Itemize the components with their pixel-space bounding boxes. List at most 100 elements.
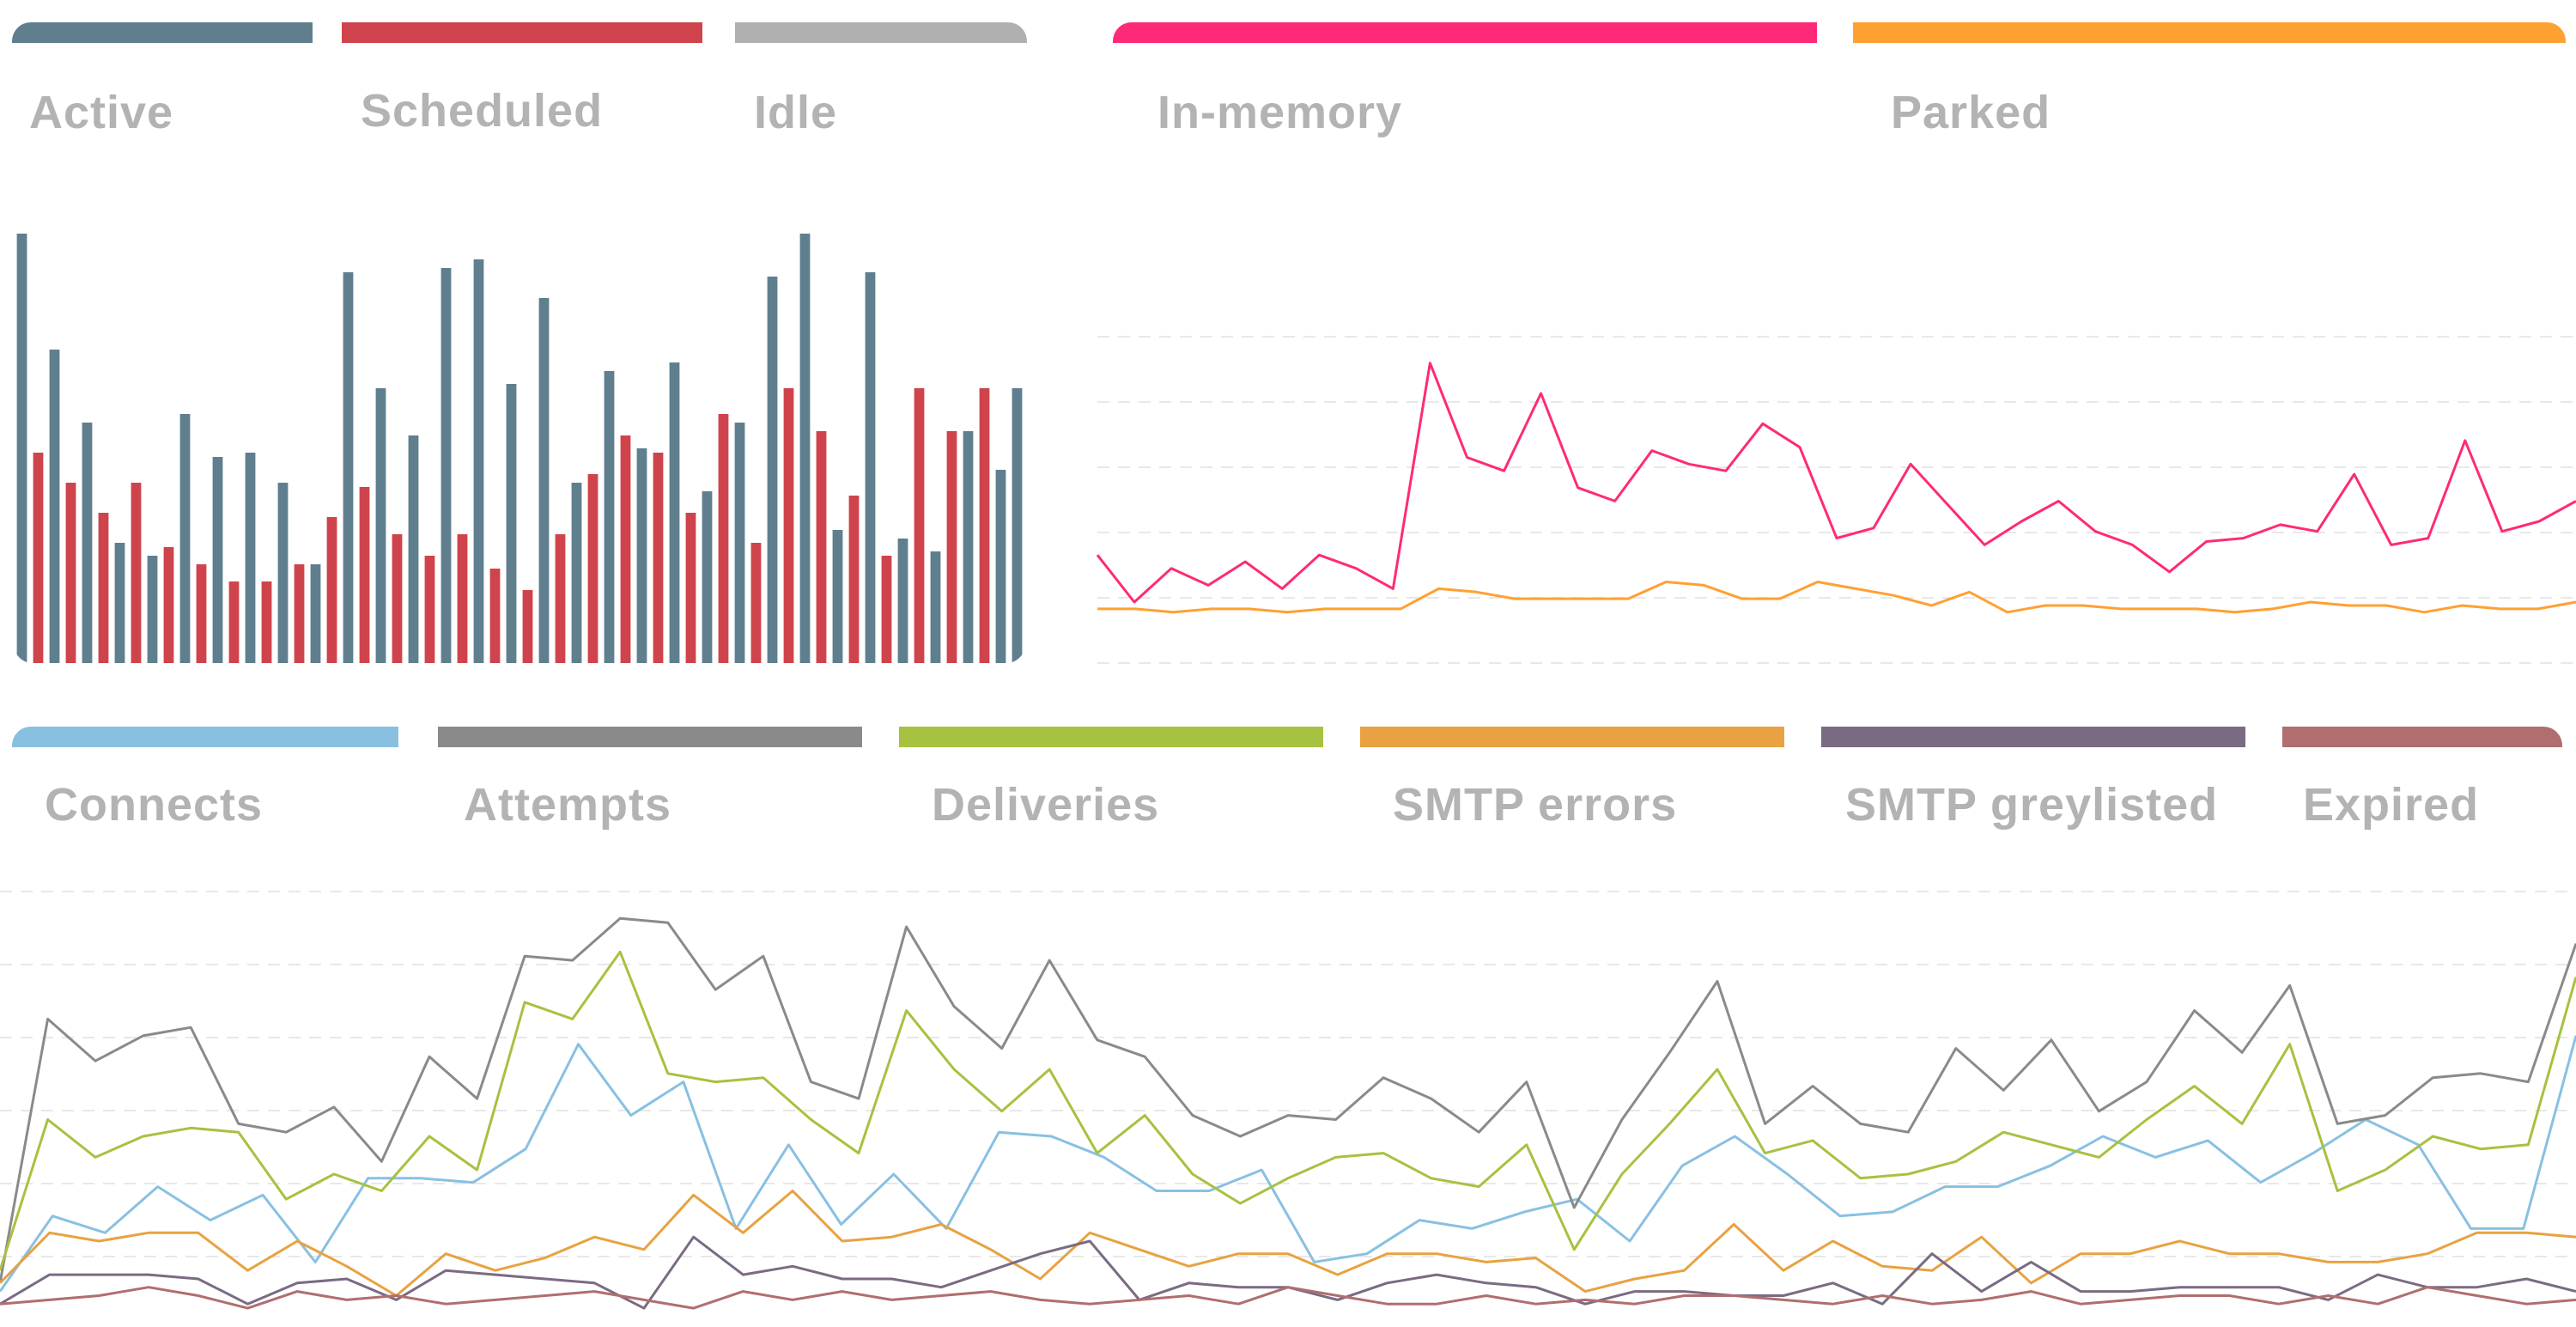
memory-chart-panel: In-memory Parked — [1091, 0, 2576, 687]
scheduled-bar-33 — [555, 534, 566, 663]
scheduled-bar-3 — [65, 483, 76, 663]
legend-scheduled[interactable]: Scheduled — [342, 0, 702, 137]
active-bar-40 — [669, 362, 680, 663]
legend-swatch-smtp-errors — [1360, 727, 1784, 747]
smtp-chart-panel: Connects Attempts Deliveries SMTP errors… — [0, 704, 2576, 1327]
legend-label-in-memory: In-memory — [1157, 87, 1403, 138]
legend-attempts[interactable]: Attempts — [438, 704, 862, 831]
active-bar-50 — [832, 530, 843, 663]
legend-swatch-deliveries — [899, 727, 1323, 747]
series-line-expired — [0, 1286, 2576, 1310]
legend-swatch-active — [12, 22, 313, 43]
active-bar-8 — [147, 556, 158, 663]
series-line-parked — [1097, 581, 2576, 614]
scheduled-bar-47 — [783, 388, 794, 663]
scheduled-bar-29 — [489, 569, 501, 663]
active-bar-0 — [16, 234, 27, 663]
active-bar-34 — [571, 483, 582, 663]
scheduled-bar-59 — [979, 388, 990, 663]
scheduled-bar-19 — [326, 517, 337, 663]
memory-line-chart — [1096, 336, 2576, 664]
legend-smtp-greylisted[interactable]: SMTP greylisted — [1821, 704, 2245, 831]
scheduled-bar-13 — [228, 581, 240, 663]
scheduled-bar-41 — [685, 513, 696, 663]
active-bar-14 — [245, 453, 256, 663]
scheduled-bar-53 — [881, 556, 892, 663]
scheduled-bar-55 — [914, 388, 925, 663]
legend-swatch-scheduled — [342, 22, 702, 43]
active-bar-22 — [375, 388, 386, 663]
active-bar-4 — [82, 423, 93, 663]
series-line-deliveries — [0, 950, 2576, 1271]
legend-label-idle: Idle — [754, 87, 838, 138]
scheduled-bar-11 — [196, 564, 207, 663]
legend-in-memory[interactable]: In-memory — [1113, 0, 1817, 138]
active-bar-16 — [277, 483, 289, 663]
scheduled-bar-21 — [359, 487, 370, 663]
legend-label-smtp-errors: SMTP errors — [1393, 779, 1678, 831]
active-bar-24 — [408, 435, 419, 663]
active-bar-42 — [702, 491, 713, 663]
active-bar-56 — [930, 551, 941, 663]
series-line-attempts — [0, 916, 2576, 1284]
legend-swatch-in-memory — [1113, 22, 1817, 43]
bar-group — [16, 234, 1023, 663]
active-bar-60 — [995, 470, 1006, 663]
legend-label-active: Active — [29, 87, 174, 138]
legend-swatch-idle — [735, 22, 1027, 43]
active-bar-30 — [506, 384, 517, 663]
legend-idle[interactable]: Idle — [735, 0, 1027, 138]
scheduled-bar-27 — [457, 534, 468, 663]
scheduled-bar-1 — [33, 453, 44, 663]
scheduled-bar-45 — [750, 543, 762, 663]
scheduled-bar-9 — [163, 547, 174, 663]
scheduled-bar-31 — [522, 590, 533, 663]
series-line-connects — [0, 1035, 2576, 1293]
scheduled-bar-15 — [261, 581, 272, 663]
active-bar-54 — [897, 539, 908, 663]
scheduled-bar-7 — [131, 483, 142, 663]
queue-chart-panel: Active Scheduled Idle — [0, 0, 1039, 687]
smtp-line-chart — [0, 891, 2576, 1310]
active-bar-44 — [734, 423, 745, 663]
scheduled-bar-5 — [98, 513, 109, 663]
active-bar-28 — [473, 259, 484, 663]
legend-swatch-smtp-greylisted — [1821, 727, 2245, 747]
scheduled-bar-51 — [848, 496, 860, 663]
legend-deliveries[interactable]: Deliveries — [899, 704, 1323, 831]
scheduled-bar-17 — [294, 564, 305, 663]
active-bar-6 — [114, 543, 125, 663]
scheduled-bar-35 — [587, 474, 598, 663]
active-bar-20 — [343, 272, 354, 663]
legend-swatch-attempts — [438, 727, 862, 747]
legend-connects[interactable]: Connects — [12, 704, 398, 831]
active-bar-26 — [440, 268, 452, 663]
legend-smtp-errors[interactable]: SMTP errors — [1360, 704, 1784, 831]
legend-expired[interactable]: Expired — [2282, 704, 2562, 831]
series-line-smtp-errors — [0, 1190, 2576, 1297]
active-bar-58 — [963, 431, 974, 663]
scheduled-bar-49 — [816, 431, 827, 663]
legend-label-scheduled: Scheduled — [361, 85, 604, 137]
scheduled-bar-57 — [946, 431, 957, 663]
queue-bar-chart — [16, 234, 1023, 663]
active-bar-61 — [1012, 388, 1023, 663]
scheduled-bar-25 — [424, 556, 435, 663]
legend-label-expired: Expired — [2303, 779, 2480, 831]
active-bar-12 — [212, 457, 223, 663]
scheduled-bar-37 — [620, 435, 631, 663]
legend-parked[interactable]: Parked — [1853, 0, 2566, 138]
legend-label-smtp-greylisted: SMTP greylisted — [1845, 779, 2219, 831]
active-bar-38 — [636, 448, 647, 663]
legend-label-connects: Connects — [45, 779, 264, 831]
scheduled-bar-43 — [718, 414, 729, 663]
active-bar-32 — [538, 298, 550, 663]
legend-label-attempts: Attempts — [464, 779, 672, 831]
legend-swatch-parked — [1853, 22, 2566, 43]
active-bar-48 — [799, 234, 811, 663]
legend-label-parked: Parked — [1891, 87, 2051, 138]
legend-active[interactable]: Active — [12, 0, 313, 138]
scheduled-bar-39 — [653, 453, 664, 663]
active-bar-10 — [179, 414, 191, 663]
legend-label-deliveries: Deliveries — [932, 779, 1160, 831]
